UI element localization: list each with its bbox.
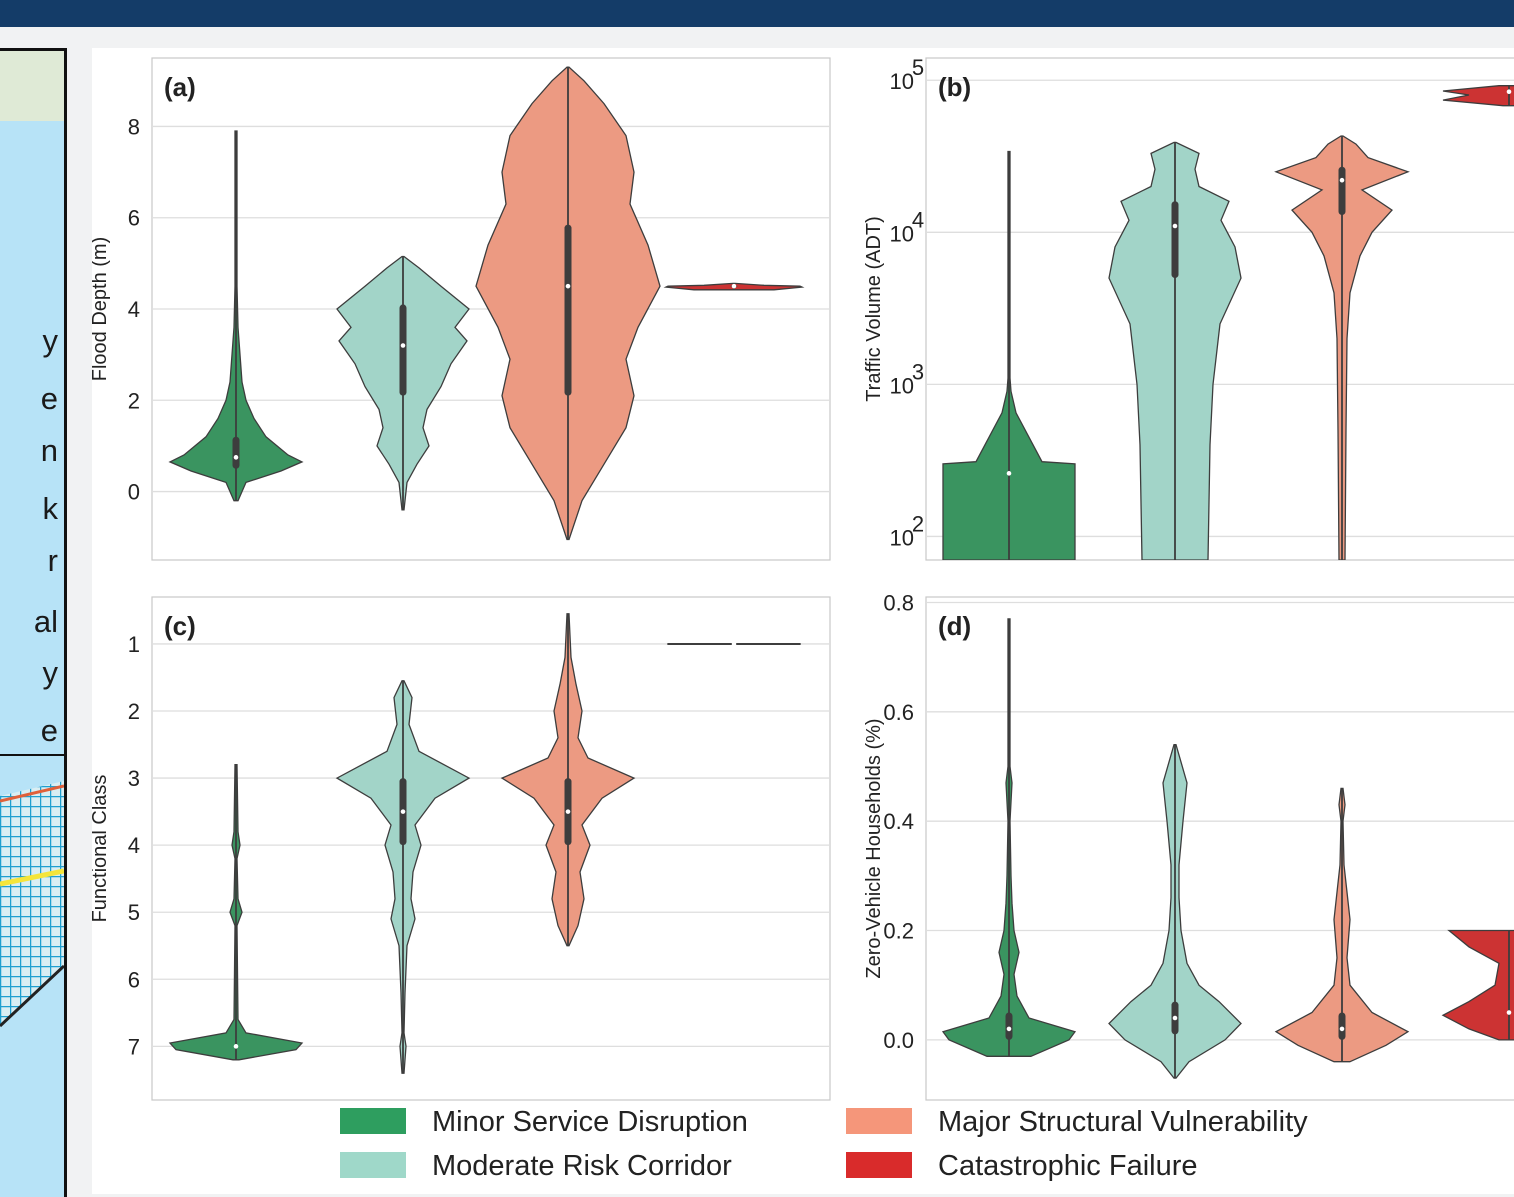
cropped-text-fragment: y (42, 323, 59, 358)
violin-median (400, 809, 406, 814)
street-map-thumbnail (0, 781, 64, 1028)
top-banner (0, 0, 1514, 27)
map-land-strip (0, 51, 64, 121)
panel-c: 1 2 3 4 5 6 7 Functional Class (c) (92, 596, 831, 1101)
y-tick-label: 7 (128, 1034, 140, 1059)
y-tick-exponent: 4 (912, 207, 924, 232)
cropped-text-fragment: al (33, 604, 58, 639)
violin-iqr-box (1338, 1012, 1346, 1040)
violin-median (1006, 1026, 1012, 1032)
violin-median (1172, 223, 1178, 229)
violin-iqr-box (1338, 166, 1346, 215)
panel-letter: (a) (164, 72, 196, 102)
y-tick-label: 3 (128, 766, 140, 791)
y-tick-exponent: 5 (912, 55, 924, 80)
y-tick-label: 0.0 (883, 1028, 914, 1053)
y-axis-label: Zero-Vehicle Households (%) (863, 718, 885, 978)
y-tick-label: 0.4 (883, 809, 914, 834)
y-tick-label: 0.6 (883, 700, 914, 725)
y-tick-label: 10 (890, 373, 914, 398)
violin-median (565, 809, 571, 814)
violin-iqr-box (1171, 201, 1179, 279)
violin-median (565, 283, 571, 289)
y-tick-label: 4 (128, 297, 140, 322)
violin-iqr-box (1005, 1012, 1013, 1040)
violin-median (1339, 1026, 1345, 1032)
violin-iqr-box (232, 436, 240, 469)
y-tick-label: 1 (128, 632, 140, 657)
legend-label: Major Structural Vulnerability (938, 1106, 1308, 1138)
cropped-text-fragment: r (47, 543, 58, 578)
y-tick-label: 4 (128, 833, 140, 858)
y-axis-label: Flood Depth (m) (92, 237, 111, 382)
violin-body (1442, 85, 1514, 107)
y-tick-label: 10 (890, 525, 914, 550)
violin-median (1172, 1015, 1178, 1021)
y-tick-label: 0.2 (883, 919, 914, 944)
legend-swatch (846, 1108, 912, 1134)
violin-median (400, 343, 406, 348)
y-tick-exponent: 3 (912, 359, 924, 384)
legend-swatch (340, 1152, 406, 1178)
y-tick-label: 0.8 (883, 590, 914, 615)
cropped-text-fragment: n (40, 433, 58, 468)
y-axis-label: Functional Class (92, 775, 111, 923)
y-tick-label: 6 (128, 206, 140, 231)
legend-swatch (340, 1108, 406, 1134)
plot-area (151, 596, 831, 1101)
violin-median (1506, 89, 1512, 95)
y-tick-label: 8 (128, 114, 140, 139)
legend-label: Moderate Risk Corridor (432, 1150, 732, 1182)
violin-median (731, 641, 737, 647)
y-axis-label: Traffic Volume (ADT) (863, 216, 885, 402)
cropped-text-fragment: e (40, 713, 58, 748)
violin-median (233, 455, 239, 460)
violin-median (1339, 177, 1345, 183)
legend-label: Catastrophic Failure (938, 1150, 1198, 1182)
cropped-text-fragment: y (42, 655, 59, 690)
chart-legend: Minor Service Disruption Moderate Risk Co… (340, 1106, 1308, 1182)
figure-card: 0 2 4 6 8 Flood Depth (m) (a) 10 2 10 3 10 4 10 5 Traf… (92, 48, 1514, 1194)
violin-iqr-box (564, 224, 572, 396)
violin-median (1006, 471, 1012, 476)
panel-letter: (c) (164, 611, 196, 641)
panel-letter: (d) (938, 611, 971, 641)
violin-median (233, 1044, 239, 1049)
y-tick-label: 2 (128, 388, 140, 413)
violin-median (731, 283, 737, 289)
panel-letter: (b) (938, 72, 971, 102)
violin-body (1441, 929, 1514, 1041)
y-tick-label: 6 (128, 967, 140, 992)
legend-label: Minor Service Disruption (432, 1106, 748, 1138)
violin-median (1506, 1010, 1512, 1015)
panel-d: 0.0 0.2 0.4 0.6 0.8 Zero-Vehicle Households (… (863, 590, 1514, 1101)
legend-swatch (846, 1152, 912, 1178)
y-tick-label: 10 (890, 69, 914, 94)
y-tick-exponent: 2 (912, 511, 924, 536)
y-tick-label: 5 (128, 900, 140, 925)
cropped-text-fragment: e (40, 381, 58, 416)
panel-a: 0 2 4 6 8 Flood Depth (m) (a) (92, 57, 831, 561)
y-tick-label: 10 (890, 221, 914, 246)
y-tick-label: 0 (128, 480, 140, 505)
violin-iqr-box (399, 304, 407, 396)
cropped-text-fragment: k (42, 491, 59, 526)
y-tick-label: 2 (128, 699, 140, 724)
panel-divider (0, 754, 64, 756)
left-map-panel: y e n k r al y e (0, 48, 67, 1197)
